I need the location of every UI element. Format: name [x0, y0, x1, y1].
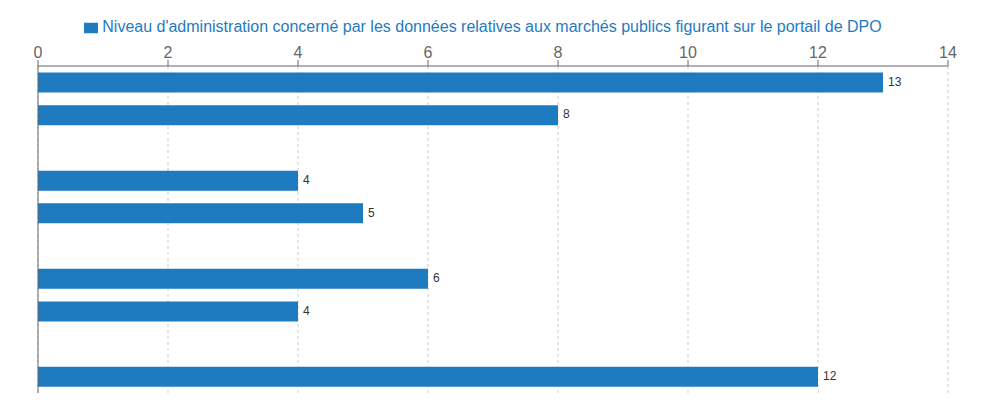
svg-text:14: 14 [939, 44, 957, 61]
svg-text:12: 12 [809, 44, 827, 61]
svg-text:0: 0 [34, 44, 43, 61]
svg-text:4: 4 [294, 44, 303, 61]
svg-text:4: 4 [303, 304, 310, 318]
svg-text:13: 13 [888, 75, 902, 89]
svg-text:6: 6 [433, 271, 440, 285]
svg-text:4: 4 [303, 173, 310, 187]
svg-text:8: 8 [554, 44, 563, 61]
html-text:Niveau d'administration concer: Niveau d'administration concerné par les… [102, 18, 882, 35]
svg-text:6: 6 [424, 44, 433, 61]
svg-text:8: 8 [563, 107, 570, 121]
svg-text:2: 2 [164, 44, 173, 61]
svg-text:10: 10 [679, 44, 697, 61]
svg-text:12: 12 [823, 369, 837, 383]
svg-text:5: 5 [368, 206, 375, 220]
